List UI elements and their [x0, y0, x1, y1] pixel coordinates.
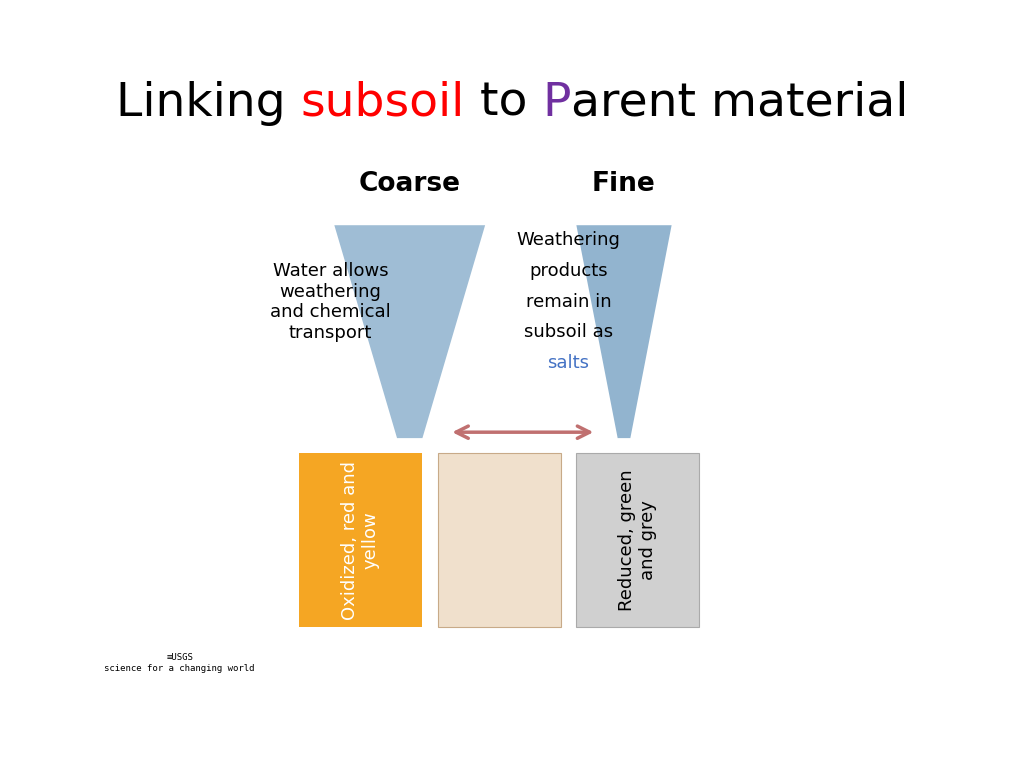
Text: ≡USGS
science for a changing world: ≡USGS science for a changing world	[104, 653, 255, 673]
Polygon shape	[577, 225, 672, 438]
Bar	[299, 453, 422, 627]
Text: to: to	[465, 81, 542, 126]
Text: subsoil: subsoil	[301, 81, 465, 126]
Text: Fine: Fine	[592, 170, 656, 197]
Text: salts: salts	[548, 354, 590, 372]
Text: Reduced, green
and grey: Reduced, green and grey	[618, 469, 657, 611]
Bar	[577, 453, 699, 627]
Text: P: P	[542, 81, 570, 126]
Text: Coarse: Coarse	[358, 170, 461, 197]
Bar	[437, 453, 560, 627]
Text: products: products	[529, 262, 608, 280]
Polygon shape	[334, 225, 485, 438]
Text: Linking: Linking	[116, 81, 301, 126]
Text: subsoil as: subsoil as	[524, 323, 613, 341]
Text: arent material: arent material	[570, 81, 908, 126]
Text: Oxidized, red and
yellow: Oxidized, red and yellow	[341, 461, 380, 620]
Text: Weathering: Weathering	[516, 231, 621, 249]
Text: Water allows
weathering
and chemical
transport: Water allows weathering and chemical tra…	[270, 262, 391, 343]
Text: remain in: remain in	[525, 293, 611, 310]
